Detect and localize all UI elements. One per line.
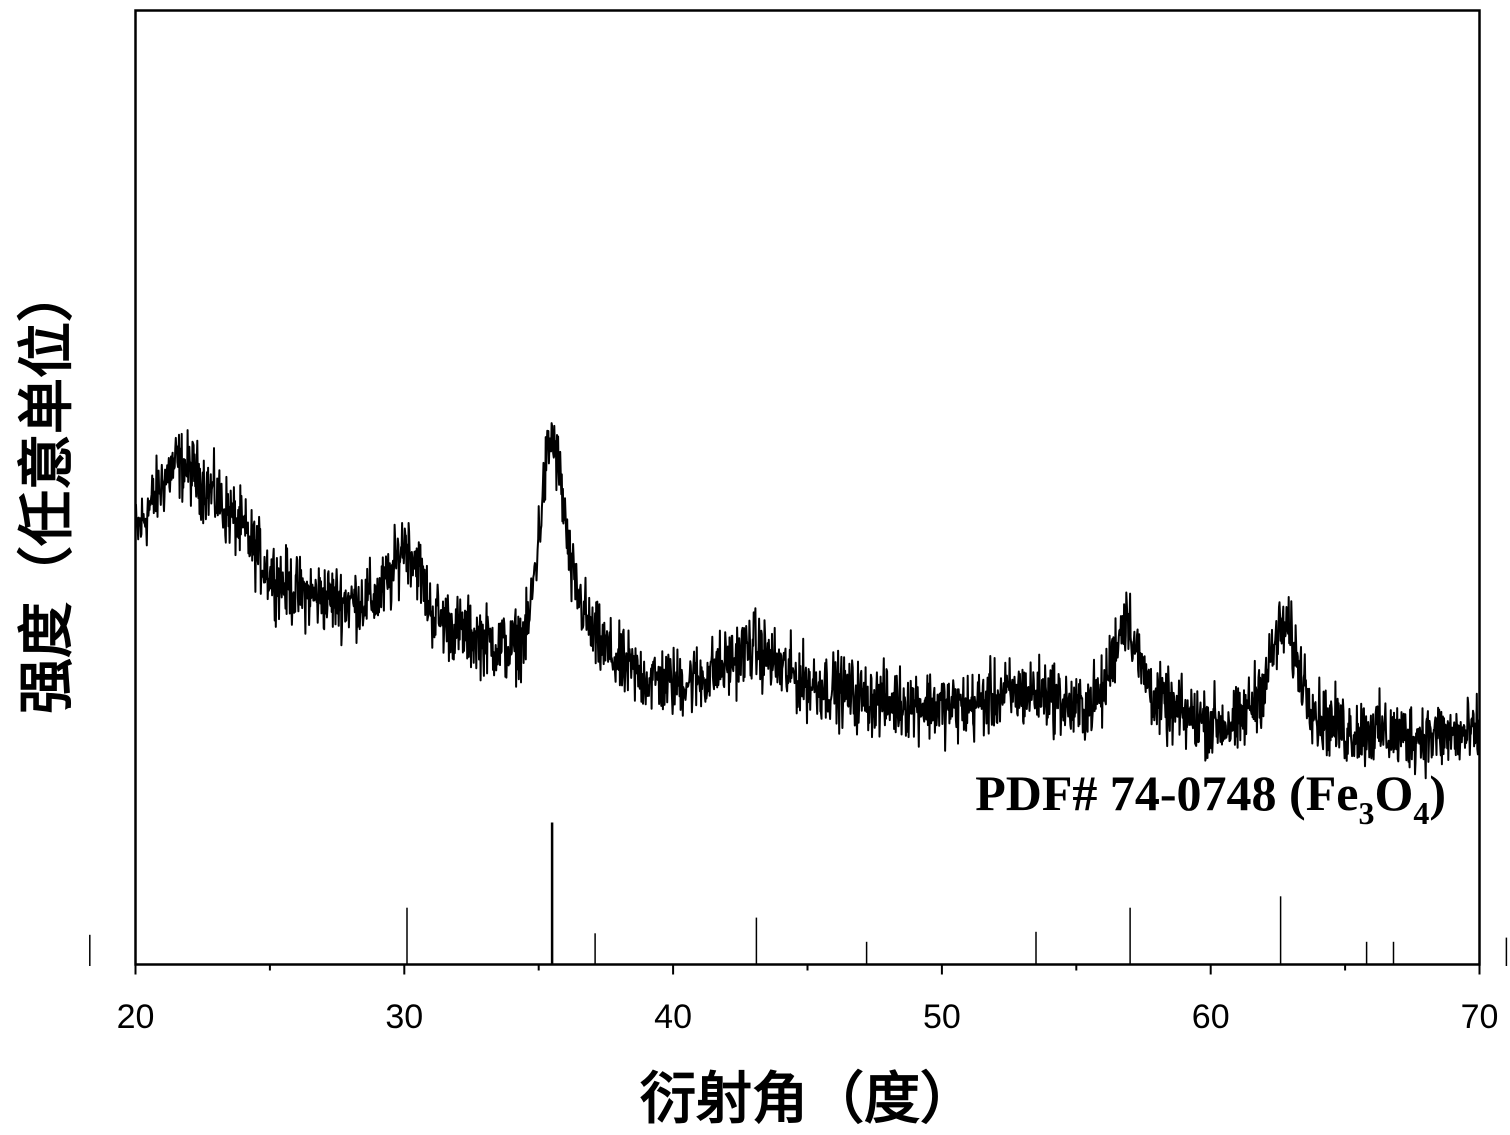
annotation-oxygen: O bbox=[1374, 765, 1413, 821]
reference-lines bbox=[89, 822, 1508, 966]
annotation-subscript-3: 3 bbox=[1358, 795, 1374, 831]
annotation-subscript-4: 4 bbox=[1413, 795, 1429, 831]
reference-card-annotation: PDF# 74-0748 (Fe3O4) bbox=[975, 765, 1446, 831]
y-axis-title: 强度（任意单位） bbox=[15, 266, 80, 714]
x-axis-title: 衍射角（度） bbox=[640, 1067, 976, 1132]
x-axis-ticks bbox=[134, 964, 1481, 975]
x-tick-label: 30 bbox=[385, 998, 423, 1036]
x-tick-label: 60 bbox=[1192, 998, 1230, 1036]
annotation-suffix: ) bbox=[1429, 765, 1446, 821]
x-tick-label: 40 bbox=[654, 998, 692, 1036]
x-tick-label: 20 bbox=[117, 998, 155, 1036]
x-tick-label: 50 bbox=[923, 998, 961, 1036]
annotation-prefix: PDF# 74-0748 (Fe bbox=[975, 765, 1358, 821]
x-tick-label: 70 bbox=[1461, 998, 1499, 1036]
xrd-pattern-line bbox=[134, 422, 1481, 780]
x-axis-tick-labels: 20 30 40 50 60 70 bbox=[117, 998, 1499, 1036]
plot-frame bbox=[134, 9, 1481, 966]
